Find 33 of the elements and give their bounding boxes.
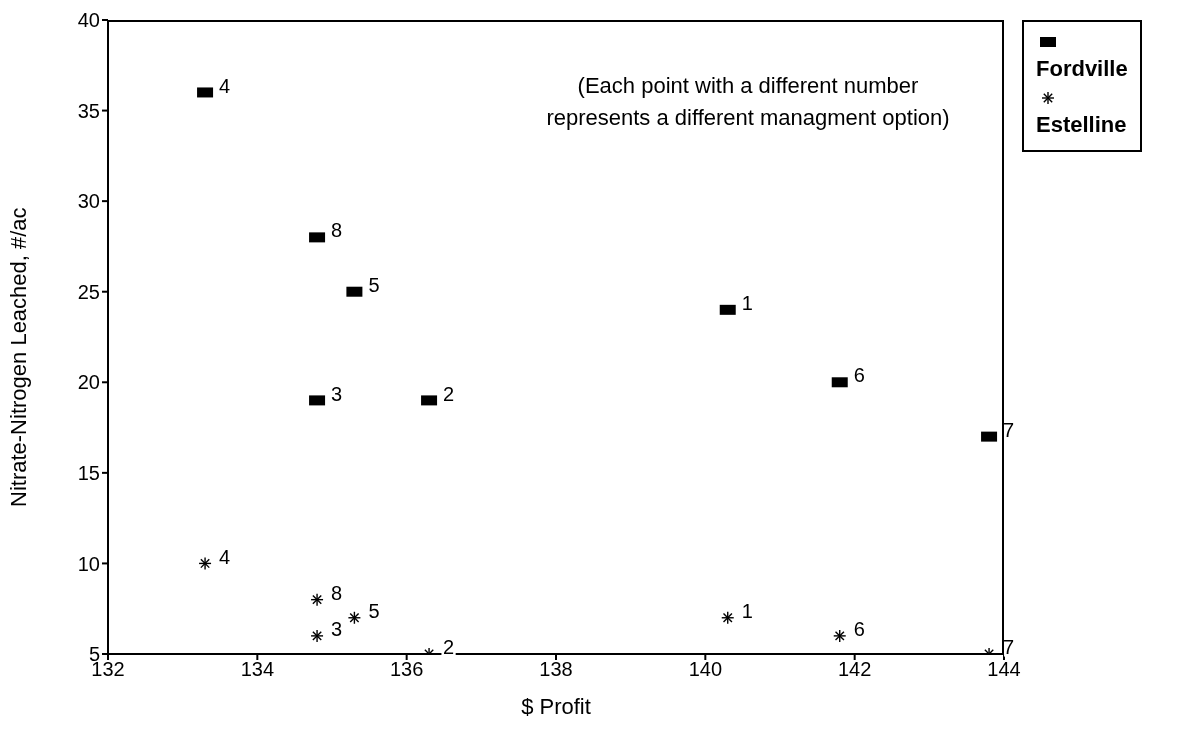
annotation: 6 xyxy=(853,617,865,640)
y-tick-label: 30 xyxy=(77,190,100,213)
legend-label: Fordville xyxy=(1036,56,1128,82)
annotation: 8 xyxy=(331,581,343,604)
annotation: 5 xyxy=(368,273,380,296)
x-tick-label: 138 xyxy=(539,658,573,681)
legend-label: Estelline xyxy=(1036,112,1128,138)
y-tick-label: 25 xyxy=(77,280,100,303)
y-tick-label: 35 xyxy=(77,99,100,122)
annotation: 2 xyxy=(443,382,455,405)
annotation: 4 xyxy=(219,74,231,97)
annotation: 5 xyxy=(368,599,380,622)
y-tick-label: 15 xyxy=(77,461,100,484)
annotation: 7 xyxy=(1003,636,1015,659)
x-tick-label: 144 xyxy=(987,658,1021,681)
x-tick-label: 134 xyxy=(240,658,275,681)
x-tick-label: 140 xyxy=(688,658,723,681)
y-tick-label: 10 xyxy=(77,552,100,575)
annotation: (Each point with a different number represents a different managment option) xyxy=(545,72,951,132)
annotation: 1 xyxy=(741,291,753,314)
x-axis-title: $ Profit xyxy=(521,693,591,719)
annotation: 3 xyxy=(331,617,343,640)
annotation: 3 xyxy=(331,382,343,405)
annotation: 7 xyxy=(1003,418,1015,441)
y-tick-label: 20 xyxy=(77,371,100,394)
annotation: 6 xyxy=(853,364,865,387)
annotation: 1 xyxy=(741,599,753,622)
annotation: 4 xyxy=(219,545,231,568)
y-tick-label: 40 xyxy=(77,9,100,32)
annotation: 8 xyxy=(331,219,343,242)
x-tick-label: 136 xyxy=(389,658,424,681)
x-tick-label: 142 xyxy=(837,658,872,681)
y-axis-title: Nitrate-Nitrogen Leached, #/ac xyxy=(5,207,31,507)
